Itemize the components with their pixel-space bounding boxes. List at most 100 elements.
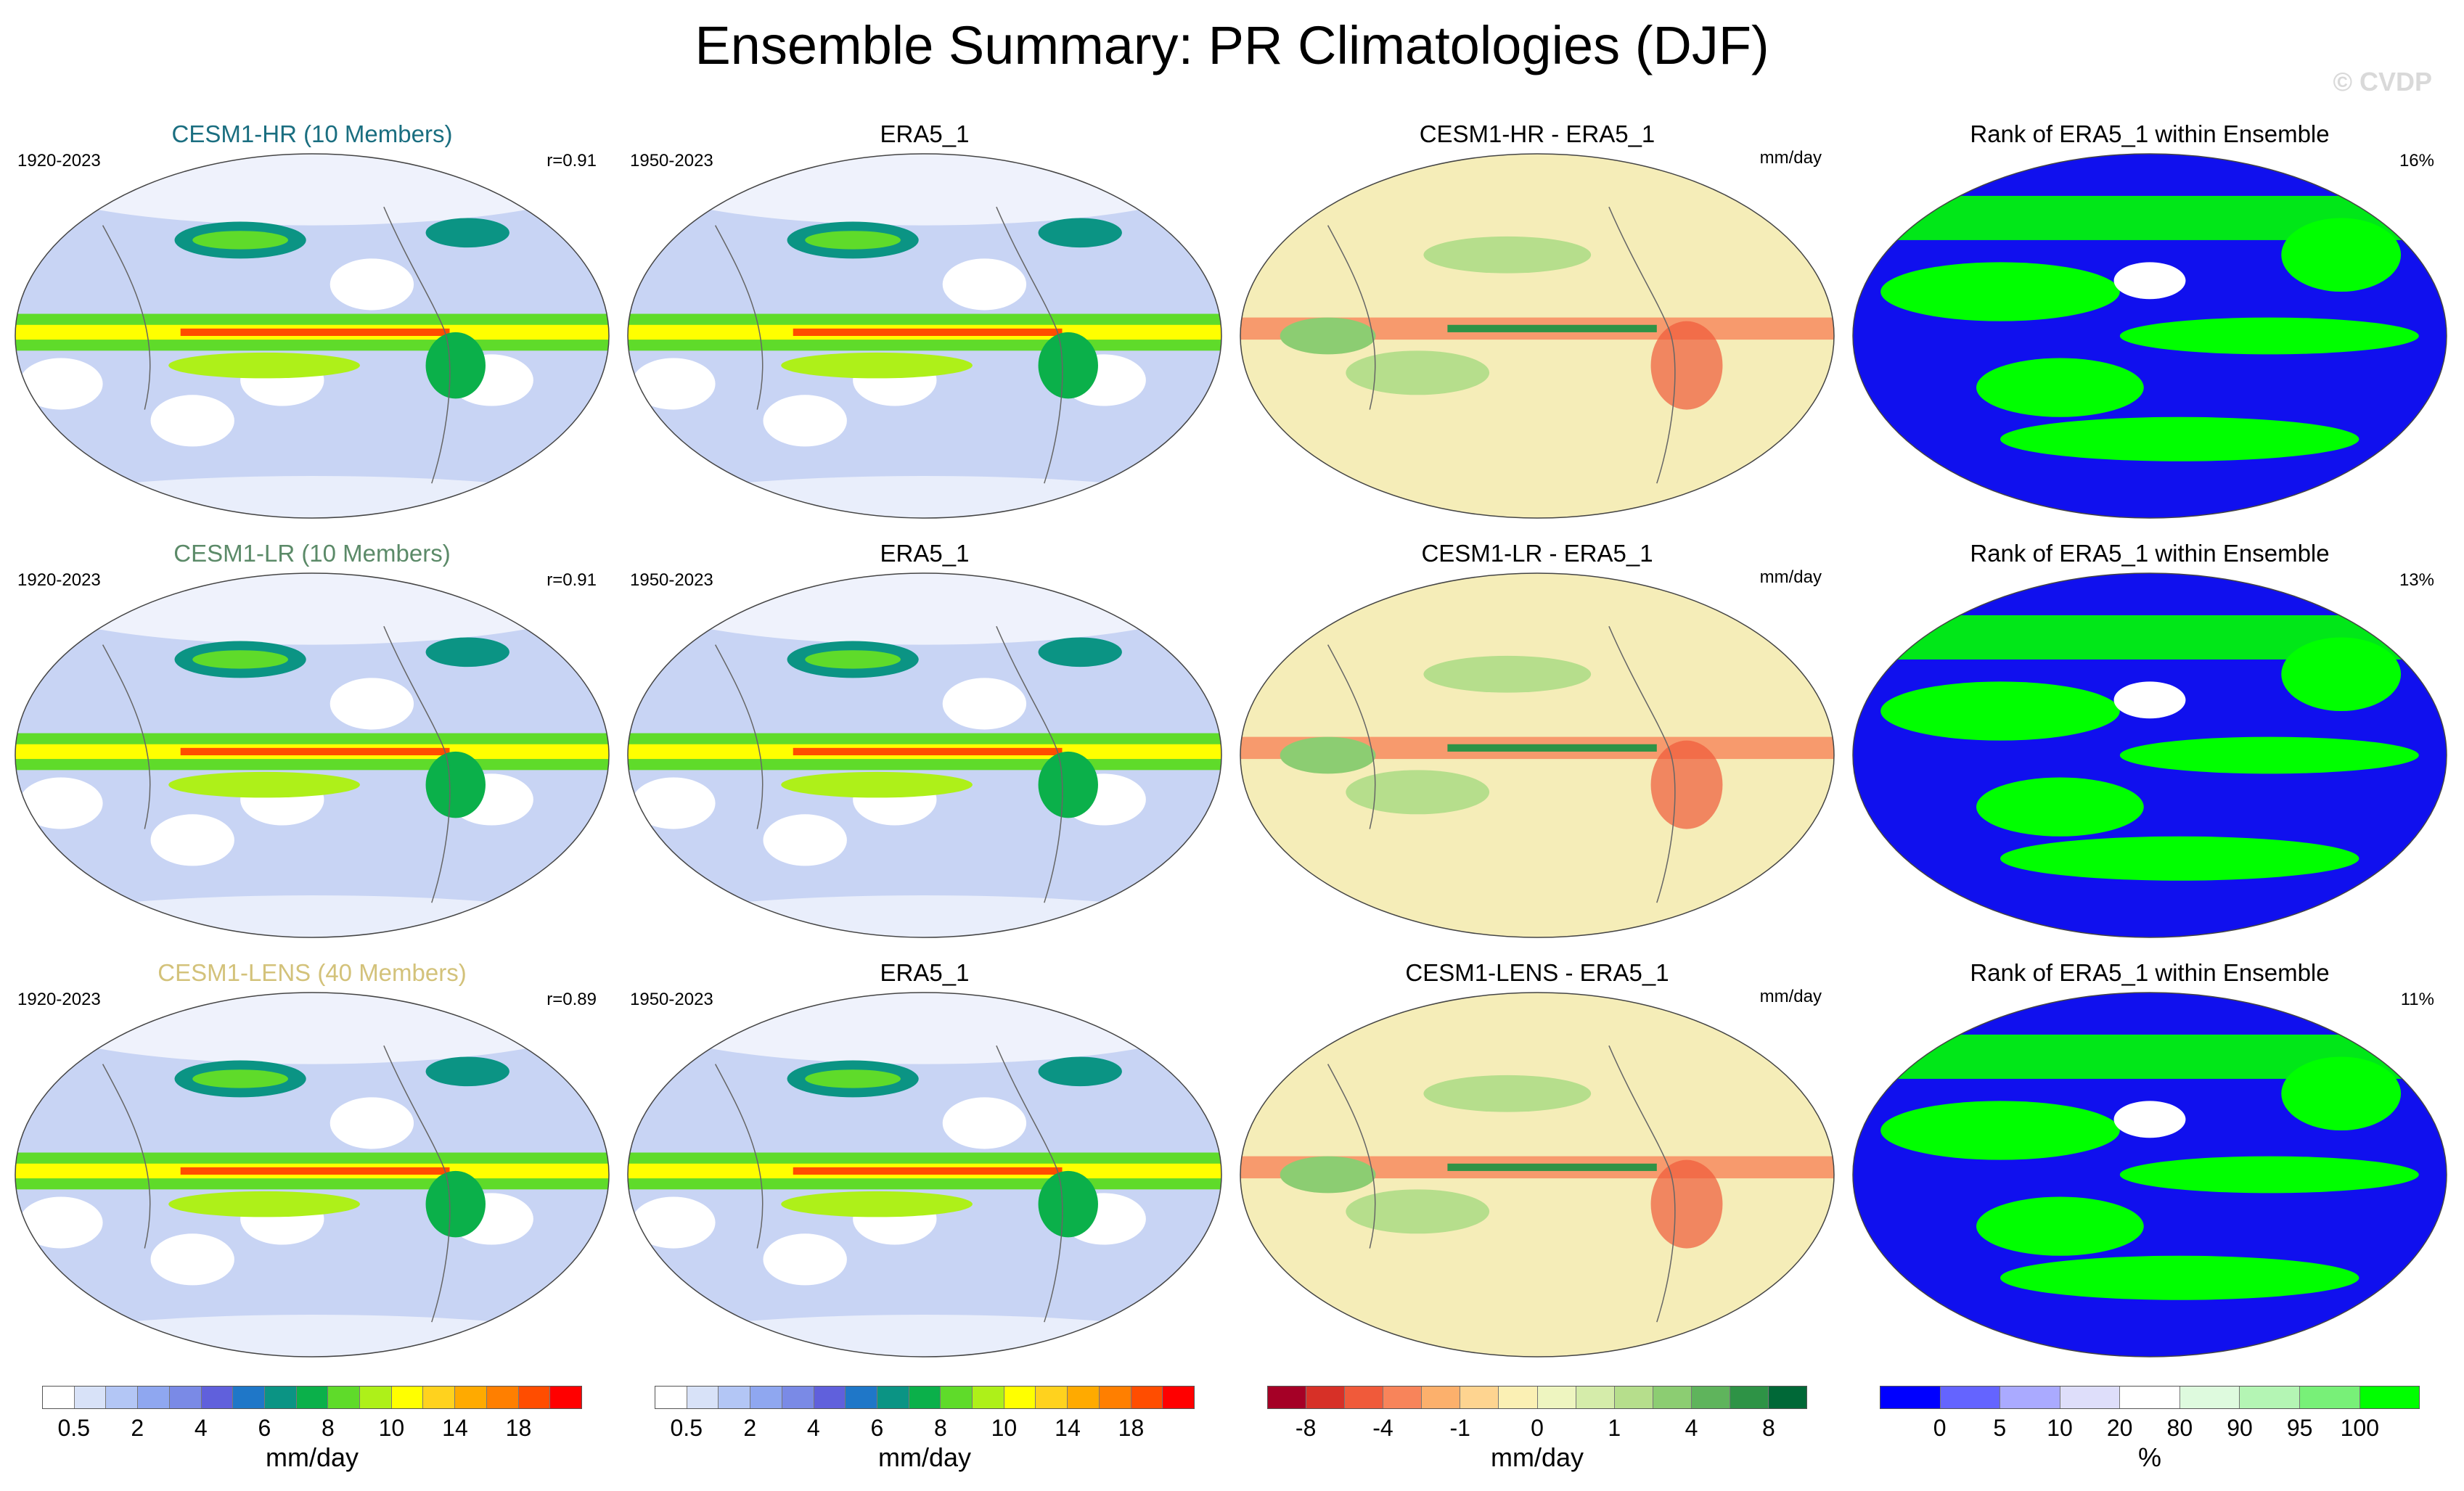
colorbar-1-tick-label: 4	[194, 1415, 208, 1441]
colorbar-2-swatch	[655, 1387, 687, 1408]
colorbar-2-tick-label: 10	[991, 1415, 1018, 1441]
colorbar-1-swatch	[233, 1387, 265, 1408]
colorbar-1-tick-label: 10	[378, 1415, 405, 1441]
colorbar-3-tick-label: -1	[1449, 1415, 1470, 1441]
row2-obs-title: ERA5_1	[880, 540, 970, 567]
colorbar-1-swatch	[138, 1387, 170, 1408]
colorbar-2-swatch	[719, 1387, 751, 1408]
colorbar-1-swatch	[296, 1387, 329, 1408]
colorbar-3-swatch	[1499, 1387, 1538, 1408]
colorbar-2-swatch	[973, 1387, 1004, 1408]
colorbar-3-swatch	[1691, 1387, 1730, 1408]
colorbar-4-tick-label: 10	[2047, 1415, 2073, 1441]
colorbar-4-swatch	[2179, 1387, 2240, 1408]
row3-col4-map	[1852, 992, 2447, 1357]
colorbar-1-tick-label: 8	[321, 1415, 335, 1441]
colorbar-4-tick-label: 0	[1933, 1415, 1947, 1441]
colorbar-4	[1880, 1386, 2420, 1409]
colorbar-2-swatch	[941, 1387, 973, 1408]
colorbar-1-tick-label: 6	[258, 1415, 271, 1441]
colorbar-2-swatch	[1036, 1387, 1068, 1408]
colorbar-3-tick-label: 1	[1608, 1415, 1621, 1441]
row2-diff-title: CESM1-LR - ERA5_1	[1421, 540, 1653, 567]
row2-col3-map	[1240, 572, 1835, 938]
row3-col2-map	[627, 992, 1222, 1357]
colorbar-1-units: mm/day	[265, 1442, 359, 1472]
row3-model-years: 1920-2023	[17, 990, 101, 1009]
row1-diff-title: CESM1-HR - ERA5_1	[1419, 120, 1655, 147]
row3-diff-units: mm/day	[1759, 987, 1822, 1006]
colorbar-2-swatch	[782, 1387, 814, 1408]
colorbar-2	[655, 1386, 1195, 1409]
cvdp-watermark: © CVDP	[2333, 67, 2432, 96]
colorbar-3-swatch	[1460, 1387, 1499, 1408]
colorbar-1-swatch	[455, 1387, 487, 1408]
colorbar-4-tick-label: 80	[2166, 1415, 2193, 1441]
row1-model-correlation: r=0.91	[547, 151, 597, 171]
colorbar-1-swatch	[550, 1387, 581, 1408]
row2-rank-title: Rank of ERA5_1 within Ensemble	[1970, 540, 2330, 567]
colorbar-3-swatch	[1653, 1387, 1692, 1408]
colorbar-4-tick-label: 95	[2286, 1415, 2313, 1441]
colorbar-3	[1267, 1386, 1807, 1409]
colorbar-4-swatch	[2060, 1387, 2121, 1408]
row3-col3-map	[1240, 992, 1835, 1357]
colorbar-2-swatch	[750, 1387, 782, 1408]
colorbar-2-tick-label: 18	[1118, 1415, 1145, 1441]
colorbar-1-swatch	[43, 1387, 75, 1408]
colorbar-4-swatch	[2299, 1387, 2360, 1408]
colorbar-4-tick-label: 5	[1993, 1415, 2007, 1441]
colorbar-3-swatch	[1614, 1387, 1653, 1408]
colorbar-4-swatch	[2240, 1387, 2300, 1408]
colorbar-2-tick-label: 6	[870, 1415, 884, 1441]
colorbar-1-swatch	[423, 1387, 456, 1408]
colorbar-3-tick-label: 8	[1761, 1415, 1775, 1441]
row3-model-correlation: r=0.89	[547, 990, 597, 1009]
colorbar-1	[42, 1386, 582, 1409]
colorbar-2-tick-label: 2	[743, 1415, 757, 1441]
row3-model-title: CESM1-LENS (40 Members)	[157, 959, 467, 986]
colorbar-1-tick-label: 18	[505, 1415, 532, 1441]
row2-model-correlation: r=0.91	[547, 570, 597, 590]
colorbar-1-swatch	[169, 1387, 202, 1408]
colorbar-1-swatch	[360, 1387, 392, 1408]
row2-diff-units: mm/day	[1759, 567, 1822, 587]
colorbar-2-swatch	[814, 1387, 846, 1408]
row2-col1-map	[15, 572, 610, 938]
colorbar-4-units: %	[2137, 1442, 2162, 1472]
colorbar-4-swatch	[2120, 1387, 2180, 1408]
colorbar-2-swatch	[1004, 1387, 1036, 1408]
colorbar-2-tick-label: 8	[933, 1415, 947, 1441]
row2-rank-percent: 13%	[2399, 570, 2434, 590]
colorbar-3-swatch	[1537, 1387, 1576, 1408]
colorbar-4-swatch	[2000, 1387, 2060, 1408]
row2-obs-years: 1950-2023	[630, 570, 713, 590]
row1-model-title: CESM1-HR (10 Members)	[171, 120, 453, 147]
colorbar-3-swatch	[1306, 1387, 1346, 1408]
colorbar-1-swatch	[201, 1387, 234, 1408]
row1-col2-map	[627, 153, 1222, 519]
row1-rank-percent: 16%	[2399, 151, 2434, 171]
colorbar-1-swatch	[518, 1387, 551, 1408]
colorbar-3-swatch	[1576, 1387, 1615, 1408]
row2-model-years: 1920-2023	[17, 570, 101, 590]
colorbar-1-swatch	[328, 1387, 361, 1408]
colorbar-3-tick-label: -8	[1295, 1415, 1317, 1441]
colorbar-1-swatch	[106, 1387, 139, 1408]
colorbar-1-swatch	[391, 1387, 424, 1408]
colorbar-4-tick-label: 100	[2340, 1415, 2380, 1441]
colorbar-3-tick-label: 4	[1685, 1415, 1698, 1441]
row2-model-title: CESM1-LR (10 Members)	[173, 540, 451, 567]
colorbar-1-tick-label: 2	[131, 1415, 144, 1441]
row2-col2-map	[627, 572, 1222, 938]
colorbar-2-swatch	[846, 1387, 877, 1408]
row1-col3-map	[1240, 153, 1835, 519]
colorbar-1-swatch	[486, 1387, 519, 1408]
colorbar-2-tick-label: 4	[806, 1415, 820, 1441]
row1-diff-units: mm/day	[1759, 148, 1822, 168]
row2-col4-map	[1852, 572, 2447, 938]
colorbar-4-swatch	[1880, 1387, 1941, 1408]
colorbar-1-tick-label: 14	[442, 1415, 468, 1441]
colorbar-2-tick-label: 14	[1055, 1415, 1081, 1441]
colorbar-2-swatch	[687, 1387, 719, 1408]
